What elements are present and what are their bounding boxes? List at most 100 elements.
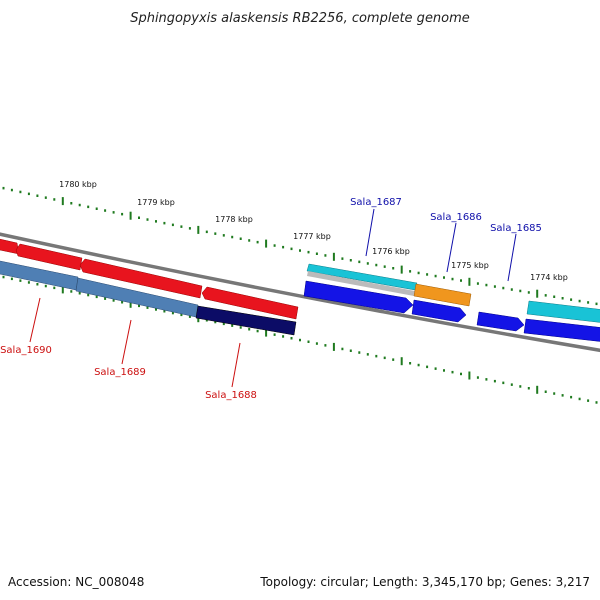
minor-tick bbox=[19, 190, 22, 194]
minor-tick bbox=[392, 358, 395, 361]
minor-tick bbox=[553, 295, 556, 298]
minor-tick bbox=[290, 337, 293, 340]
minor-tick bbox=[595, 302, 598, 306]
major-tick bbox=[468, 277, 471, 286]
minor-tick bbox=[222, 234, 225, 237]
major-tick bbox=[400, 265, 403, 274]
minor-tick bbox=[155, 220, 157, 223]
minor-tick bbox=[578, 397, 581, 401]
minor-tick bbox=[341, 347, 344, 351]
minor-tick bbox=[307, 250, 310, 254]
gene-labels-reverse: Sala_1690 Sala_1689 Sala_1688 bbox=[0, 345, 257, 401]
gene-arrow[interactable] bbox=[79, 258, 203, 299]
minor-tick bbox=[214, 320, 217, 324]
minor-tick bbox=[239, 326, 242, 329]
gene-arrow[interactable] bbox=[0, 238, 20, 255]
minor-tick bbox=[70, 202, 73, 205]
scale-label: 1774 kbp bbox=[530, 273, 568, 282]
minor-tick bbox=[104, 209, 107, 212]
genome-backbone bbox=[0, 232, 600, 353]
gene-arrow[interactable] bbox=[476, 311, 525, 332]
gene-arrow[interactable] bbox=[303, 280, 414, 314]
major-tick bbox=[536, 385, 539, 394]
minor-tick bbox=[392, 267, 395, 270]
gene-arrow[interactable] bbox=[413, 283, 472, 307]
gene-arrow[interactable] bbox=[526, 300, 600, 323]
minor-tick bbox=[299, 338, 301, 342]
minor-tick bbox=[214, 232, 217, 235]
major-tick bbox=[61, 197, 64, 206]
gene-arrow[interactable] bbox=[411, 299, 467, 323]
gene-arrow[interactable] bbox=[15, 243, 83, 271]
major-tick bbox=[129, 211, 132, 220]
minor-tick bbox=[112, 299, 115, 302]
minor-tick bbox=[519, 385, 522, 388]
gene-label[interactable]: Sala_1688 bbox=[205, 390, 257, 401]
map-title: Sphingopyxis alaskensis RB2256, complete… bbox=[130, 11, 470, 26]
minor-tick bbox=[256, 240, 259, 244]
major-tick bbox=[265, 239, 268, 248]
minor-tick bbox=[78, 203, 81, 207]
gene-label[interactable]: Sala_1690 bbox=[0, 345, 52, 356]
minor-tick bbox=[112, 211, 115, 214]
scale-label: 1777 kbp bbox=[293, 232, 331, 241]
minor-tick bbox=[282, 245, 285, 249]
minor-tick bbox=[307, 340, 310, 343]
major-tick bbox=[468, 371, 471, 380]
minor-tick bbox=[434, 367, 437, 370]
gene-arrow[interactable] bbox=[195, 305, 297, 336]
minor-tick bbox=[578, 299, 581, 303]
minor-tick bbox=[70, 290, 73, 293]
gene-labels-forward: Sala_1687 Sala_1686 Sala_1685 bbox=[350, 197, 542, 234]
minor-tick bbox=[104, 297, 107, 300]
gene-label[interactable]: Sala_1687 bbox=[350, 197, 402, 208]
minor-tick bbox=[519, 289, 522, 293]
minor-tick bbox=[341, 257, 344, 260]
minor-tick bbox=[553, 392, 556, 395]
minor-tick bbox=[53, 286, 56, 290]
outer-tick-track bbox=[2, 186, 598, 306]
minor-tick bbox=[2, 186, 5, 190]
minor-tick bbox=[290, 247, 293, 251]
minor-tick bbox=[188, 315, 191, 318]
minor-tick bbox=[180, 225, 183, 228]
minor-tick bbox=[366, 262, 369, 265]
minor-tick bbox=[544, 294, 547, 297]
minor-tick bbox=[595, 401, 598, 404]
minor-tick bbox=[180, 313, 183, 317]
gene-label[interactable]: Sala_1686 bbox=[430, 212, 482, 223]
minor-tick bbox=[248, 239, 251, 242]
minor-tick bbox=[409, 362, 412, 365]
minor-tick bbox=[544, 390, 547, 393]
minor-tick bbox=[485, 283, 488, 287]
minor-tick bbox=[10, 188, 13, 192]
minor-tick bbox=[451, 277, 454, 281]
minor-tick bbox=[273, 333, 276, 336]
minor-tick bbox=[273, 244, 276, 247]
minor-tick bbox=[527, 387, 530, 390]
minor-tick bbox=[527, 291, 530, 294]
minor-tick bbox=[256, 329, 259, 333]
minor-tick bbox=[146, 218, 149, 221]
gene-arrow[interactable] bbox=[307, 271, 415, 296]
minor-tick bbox=[485, 378, 488, 381]
minor-tick bbox=[434, 274, 437, 278]
gene-arrow[interactable] bbox=[201, 286, 299, 320]
gene-label[interactable]: Sala_1689 bbox=[94, 367, 146, 378]
minor-tick bbox=[383, 356, 386, 360]
minor-tick bbox=[443, 276, 445, 279]
minor-tick bbox=[121, 301, 124, 304]
minor-tick bbox=[315, 342, 318, 345]
major-tick bbox=[197, 225, 200, 234]
major-tick bbox=[332, 252, 335, 261]
minor-tick bbox=[282, 335, 285, 338]
gene-arrow[interactable] bbox=[523, 318, 600, 342]
minor-tick bbox=[417, 363, 420, 367]
minor-tick bbox=[205, 230, 208, 234]
minor-tick bbox=[95, 295, 98, 299]
minor-tick bbox=[324, 254, 327, 257]
gene-label[interactable]: Sala_1685 bbox=[490, 223, 542, 234]
minor-tick bbox=[587, 301, 590, 304]
minor-tick bbox=[409, 270, 412, 273]
